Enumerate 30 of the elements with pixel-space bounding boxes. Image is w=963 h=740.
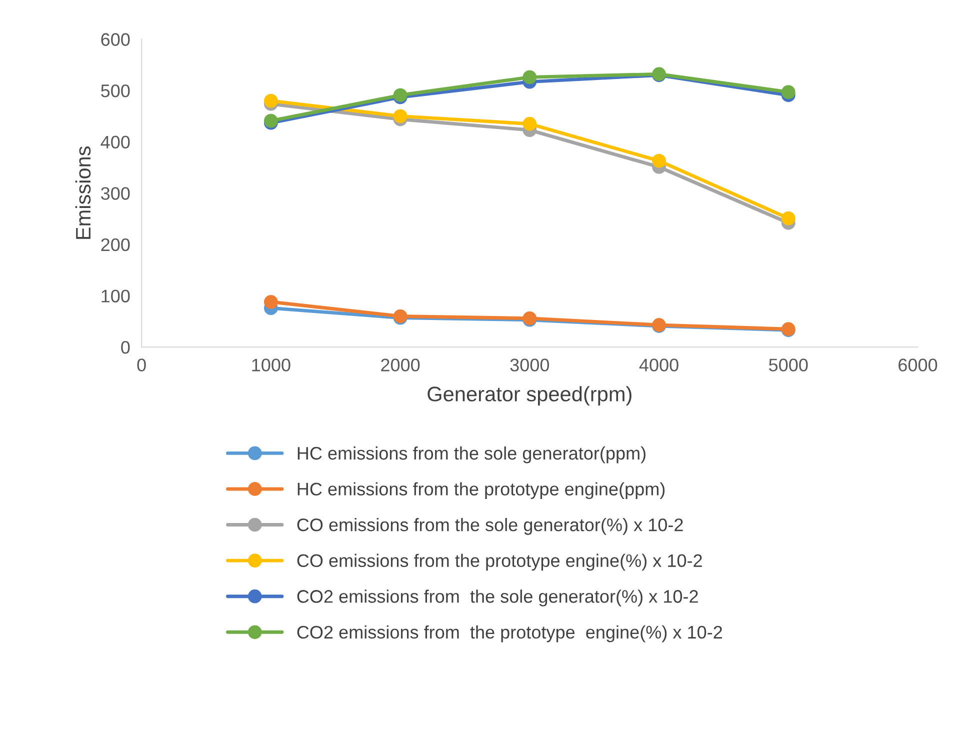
point [264, 294, 278, 309]
point [264, 94, 278, 108]
legend-label: HC emissions from the prototype engine(ppm) [298, 482, 665, 500]
x-tick-label: 3000 [510, 358, 550, 372]
y-axis-title: Emissions [75, 146, 91, 239]
point [652, 154, 666, 168]
point [522, 70, 537, 84]
x-tick-label: 6000 [898, 358, 938, 372]
point [393, 109, 408, 124]
y-tick-label: 600 [101, 33, 130, 46]
legend-label: CO2 emissions from the prototype engine(%) x 10-2 [297, 625, 722, 642]
legend-label: CO emissions from the prototype engine(%) x 10-2 [297, 554, 702, 571]
x-tick-label: 1000 [252, 358, 290, 372]
x-tick-label: 2000 [381, 358, 420, 372]
x-tick-label: 5000 [769, 358, 808, 372]
y-tick-label: 400 [100, 136, 130, 149]
x-tick-label: 0 [137, 358, 146, 372]
legend-label: CO2 emissions from the sole generator(%) x 10-2 [297, 590, 698, 606]
y-tick-label: 0 [121, 340, 130, 354]
point [781, 85, 796, 100]
legend-label: CO emissions from the sole generator(%) x 10-2 [297, 518, 683, 535]
point [522, 116, 537, 131]
x-axis-title: Generator speed(rpm) [428, 386, 632, 406]
point [781, 211, 796, 226]
y-tick-label: 500 [101, 84, 130, 98]
x-tick-label: 4000 [639, 358, 678, 372]
y-tick-label: 200 [101, 238, 130, 252]
y-tick-label: 100 [102, 290, 130, 302]
y-tick-label: 300 [101, 187, 130, 200]
legend-label: HC emissions from the sole generator(ppm) [298, 446, 646, 464]
